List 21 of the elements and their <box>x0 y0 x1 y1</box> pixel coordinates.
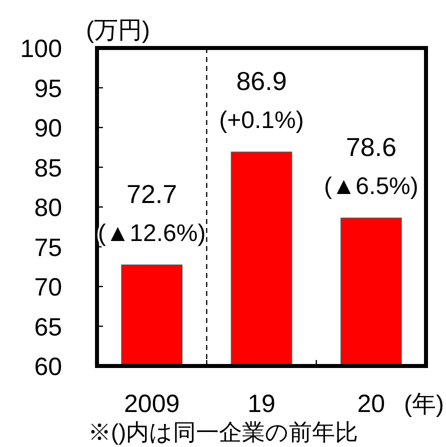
x-tick-label: 2009 <box>124 390 180 418</box>
y-tick-label: 80 <box>34 194 62 222</box>
x-tick-label: 19 <box>248 390 276 418</box>
annotation: (+0.1%) <box>219 107 304 134</box>
data-label: 86.9 <box>236 66 287 96</box>
annotation: (▲6.5%) <box>324 173 418 200</box>
y-axis-title: (万円) <box>86 17 150 44</box>
annotation: (▲12.6%) <box>98 220 206 248</box>
x-axis-title: (年) <box>404 391 444 418</box>
y-tick-label: 70 <box>34 274 62 302</box>
y-tick-label: 65 <box>34 313 62 342</box>
y-tick-label: 75 <box>34 234 62 262</box>
y-tick-label: 100 <box>20 35 62 63</box>
data-label: 72.7 <box>126 179 178 210</box>
text: ※()内は同一企業の前年比 <box>88 419 358 445</box>
x-tick-label: 20 <box>357 390 386 418</box>
data-label: 78.6 <box>346 132 396 162</box>
y-tick-label: 85 <box>34 154 62 182</box>
y-tick-label: 60 <box>34 353 62 381</box>
y-tick-label: 90 <box>34 114 62 142</box>
y-tick-label: 95 <box>34 74 62 103</box>
